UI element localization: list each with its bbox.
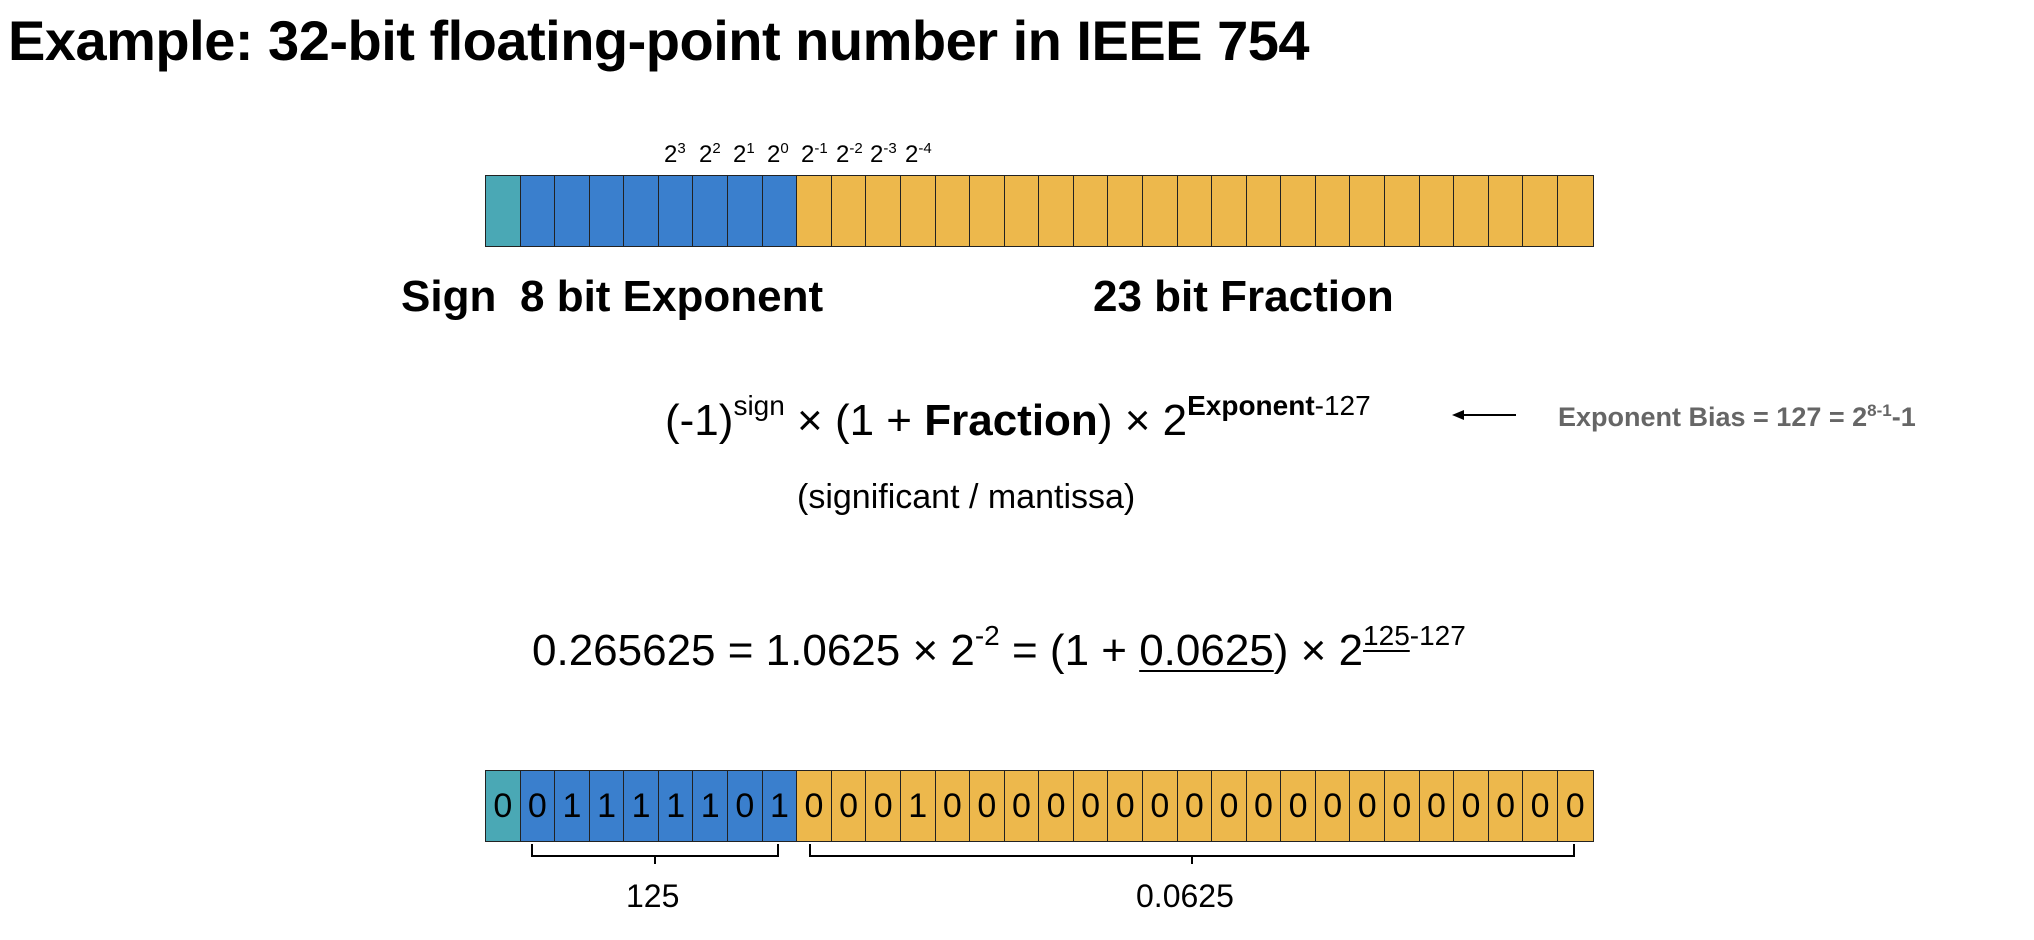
sign-label: Sign [401,272,497,321]
fraction-bit: 0 [1108,771,1143,841]
fraction-bit: 0 [1039,771,1074,841]
sign-bit-cell [486,176,521,246]
fraction-bit: 0 [1004,771,1040,841]
fraction-bit: 0 [1454,771,1489,841]
fraction-bit-cell [1212,176,1247,246]
exponent-brace [531,844,779,864]
power-label: 20 [767,140,789,168]
fraction-bit-cell [1039,176,1074,246]
fraction-bit-cell [1523,176,1558,246]
fraction-bit-cell [1177,176,1213,246]
fraction-bit: 0 [1488,771,1524,841]
exponent-bit: 1 [555,771,590,841]
exponent-bit-cell [555,176,590,246]
fraction-bit-cell [1557,176,1593,246]
exponent-bit-cell [762,176,798,246]
power-label: 22 [699,140,721,168]
fraction-bit-cell [1454,176,1489,246]
fraction-bit-cell [1281,176,1316,246]
power-label: 2-3 [870,140,897,168]
fraction-bit: 0 [1385,771,1420,841]
exponent-bit: 1 [762,771,798,841]
fraction-bit-cell [1004,176,1040,246]
fraction-bit: 0 [1419,771,1455,841]
power-label: 2-4 [905,140,932,168]
exponent-bit-cell [589,176,625,246]
fraction-bit-cell [1350,176,1386,246]
fraction-bit: 0 [1142,771,1178,841]
exponent-bit-cell [624,176,659,246]
fraction-bit: 0 [1523,771,1558,841]
fraction-bit-cell [900,176,936,246]
exponent-bit: 1 [693,771,729,841]
fraction-bit: 0 [831,771,867,841]
fraction-bit-cell [797,176,832,246]
exponent-bit: 1 [658,771,694,841]
fraction-bit: 0 [866,771,901,841]
fraction-bit-cell [935,176,971,246]
exponent-bit: 1 [589,771,625,841]
fraction-bit: 0 [1177,771,1213,841]
exponent-bit-cell [520,176,556,246]
fraction-bit-cell [1315,176,1351,246]
exponent-bias-note: Exponent Bias = 127 = 28-1-1 [1558,401,1916,432]
fraction-bit: 0 [1246,771,1282,841]
power-label: 2-1 [801,140,828,168]
fraction-bit-cell [1419,176,1455,246]
fraction-brace [809,844,1575,864]
fraction-bit: 0 [1281,771,1316,841]
exponent-bit-cell [693,176,729,246]
power-label: 23 [664,140,686,168]
page-title: Example: 32-bit floating-point number in… [8,9,1310,72]
fraction-bit: 0 [1212,771,1247,841]
fraction-bit-cell [970,176,1005,246]
fraction-bit: 0 [1557,771,1593,841]
fraction-bit-cell [1246,176,1282,246]
sign-bit: 0 [486,771,521,841]
power-label: 2-2 [836,140,863,168]
arrow-icon [1452,410,1516,420]
fraction-bit-cell [866,176,901,246]
fraction-label: 23 bit Fraction [1093,272,1394,321]
fraction-bit-cell [1142,176,1178,246]
fraction-bit-cell [831,176,867,246]
fraction-bit: 0 [970,771,1005,841]
power-label: 21 [733,140,755,168]
fraction-bit-cell [1385,176,1420,246]
exponent-bit: 1 [624,771,659,841]
exponent-bit: 0 [520,771,556,841]
fraction-bit: 0 [797,771,832,841]
exponent-bit: 0 [728,771,763,841]
exponent-bit-cell [728,176,763,246]
fraction-bit-cell [1108,176,1143,246]
fraction-bit: 1 [900,771,936,841]
fraction-bit: 0 [1073,771,1109,841]
fraction-bit-cell [1073,176,1109,246]
general-formula: (-1)sign × (1 + Fraction) × 2Exponent-12… [665,390,1371,445]
bit-layout-bar [485,175,1594,247]
fraction-bit: 0 [1315,771,1351,841]
fraction-bit-cell [1488,176,1524,246]
fraction-value-label: 0.0625 [1136,878,1234,914]
exponent-bit-cell [658,176,694,246]
fraction-bit: 0 [935,771,971,841]
example-equation: 0.265625 = 1.0625 × 2-2 = (1 + 0.0625) ×… [532,620,1466,675]
mantissa-note: (significant / mantissa) [797,478,1136,516]
fraction-bit: 0 [1350,771,1386,841]
exponent-value-label: 125 [626,878,680,914]
exponent-label: 8 bit Exponent [520,272,824,321]
